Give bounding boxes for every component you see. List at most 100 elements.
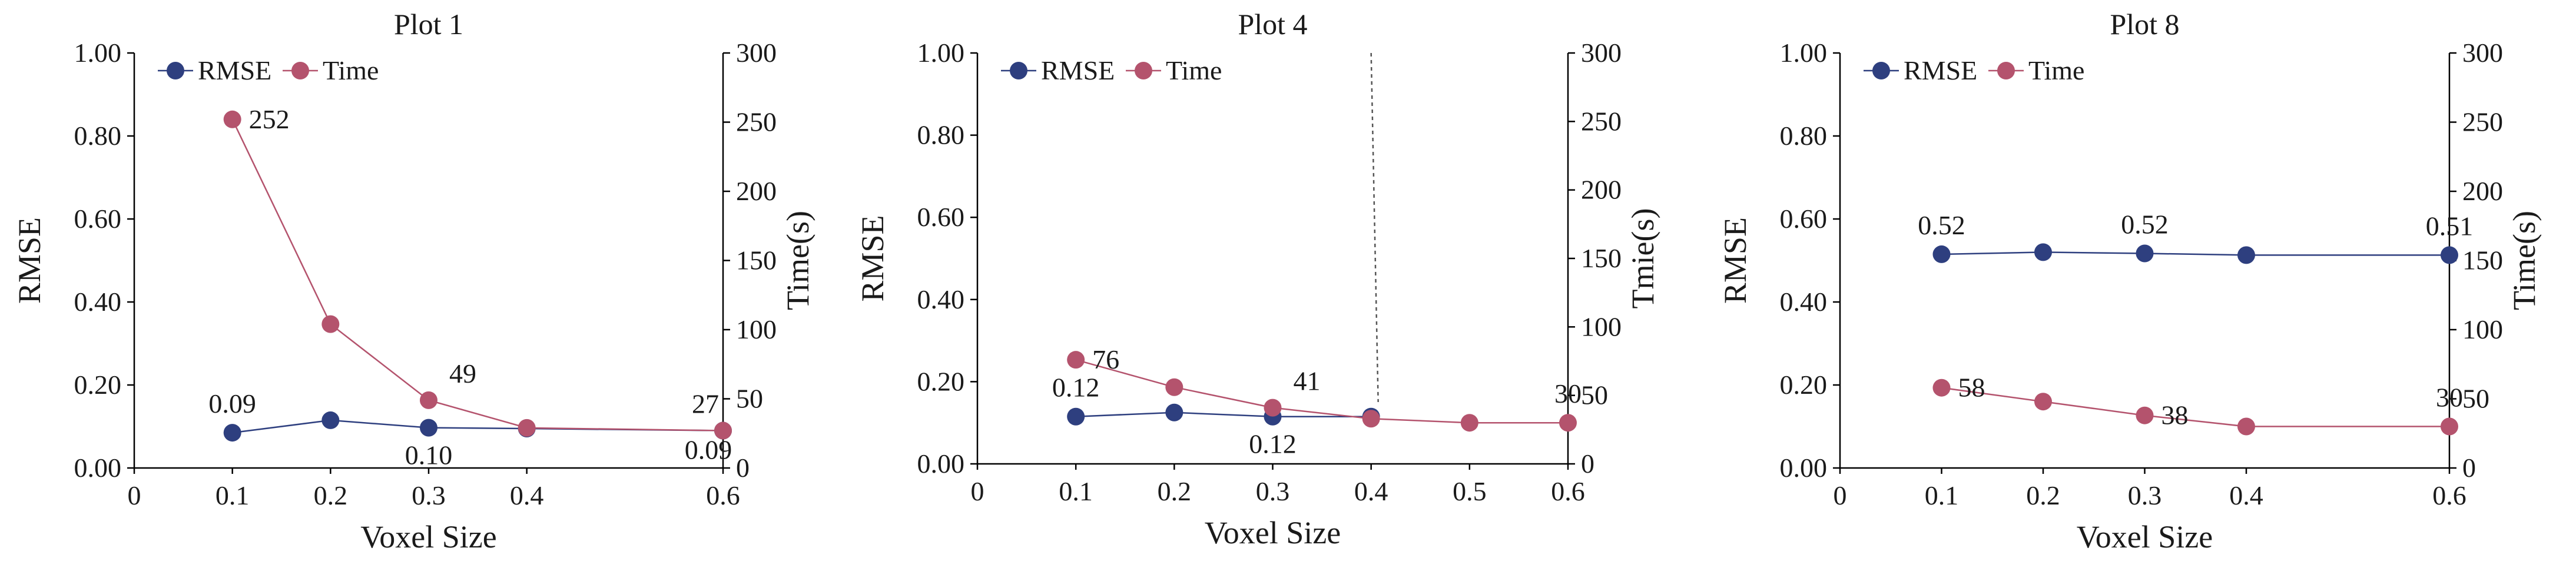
y-tick-label: 0.60 <box>917 202 965 232</box>
data-point-rmse <box>2237 246 2255 264</box>
data-label-time: 30 <box>1554 379 1582 409</box>
data-point-time <box>2441 417 2458 436</box>
y-tick-label: 0.00 <box>1780 453 1828 483</box>
x-tick-label: 0.6 <box>706 480 740 510</box>
chart-title: Plot 4 <box>1238 8 1307 41</box>
series-rmse: 0.52 0.52 0.51 <box>1918 210 2473 264</box>
x-tick-label: 0.1 <box>1059 476 1093 506</box>
data-label-time: 38 <box>2161 400 2189 430</box>
y2-tick-label: 200 <box>1581 175 1622 205</box>
chart-panel-2: Plot 40.000.200.400.600.801.000501001502… <box>855 8 1660 550</box>
chart-title: Plot 1 <box>394 8 463 41</box>
x-tick-label: 0 <box>971 476 984 506</box>
y2-tick-label: 100 <box>2462 314 2503 344</box>
data-point-time <box>2136 406 2154 424</box>
data-label-rmse: 0.12 <box>1249 429 1297 459</box>
data-label-time: 27 <box>692 389 719 419</box>
data-point-rmse <box>2441 246 2458 264</box>
data-label-time: 41 <box>1294 366 1321 396</box>
y2-tick-label: 150 <box>2462 245 2503 275</box>
data-point-rmse <box>1165 403 1183 421</box>
x-tick-label: 0.1 <box>216 480 250 510</box>
y-tick-label: 0.20 <box>917 366 965 396</box>
data-point-time <box>1932 379 1951 397</box>
data-label-time: 252 <box>249 104 290 134</box>
y2-axis-title: Time(s) <box>2507 211 2542 310</box>
y2-tick-label: 250 <box>1581 106 1622 136</box>
legend-marker-time <box>1997 62 2015 79</box>
y2-tick-label: 50 <box>1581 380 1608 410</box>
y-tick-label: 0.40 <box>74 287 122 317</box>
y-axis-title: RMSE <box>12 217 47 304</box>
y2-tick-label: 50 <box>736 384 763 414</box>
y-tick-label: 0.40 <box>917 284 965 314</box>
x-axis-title: Voxel Size <box>2077 519 2213 555</box>
data-label-rmse: 0.52 <box>1918 210 1965 240</box>
y-tick-label: 0.00 <box>74 453 122 483</box>
data-point-rmse <box>1932 245 1951 263</box>
data-label-rmse: 0.10 <box>405 440 453 470</box>
data-point-time <box>1362 410 1380 428</box>
data-label-time: 30 <box>2436 383 2463 413</box>
y-axis-title: RMSE <box>1718 217 1753 304</box>
x-tick-label: 0.4 <box>2229 480 2263 510</box>
legend: RMSE Time <box>158 55 379 85</box>
legend-marker-rmse <box>167 62 184 79</box>
data-point-time <box>1460 414 1478 432</box>
legend-marker-rmse <box>1010 62 1027 79</box>
y-axis-title: RMSE <box>855 215 890 301</box>
data-point-rmse <box>2034 243 2052 261</box>
legend-label-time: Time <box>2028 55 2084 85</box>
legend-label-time: Time <box>323 55 379 85</box>
y-tick-label: 0.40 <box>1780 287 1828 317</box>
x-axis-title: Voxel Size <box>360 519 496 555</box>
x-tick-label: 0.4 <box>1354 476 1388 506</box>
x-tick-label: 0.2 <box>1158 476 1192 506</box>
data-point-time <box>2237 417 2255 436</box>
y-tick-label: 0.20 <box>1780 370 1828 400</box>
data-point-time <box>1067 351 1085 369</box>
x-tick-label: 0.1 <box>1925 480 1959 510</box>
data-point-time <box>321 315 340 333</box>
data-label-time: 76 <box>1092 344 1119 374</box>
data-point-rmse <box>223 424 241 442</box>
y-tick-label: 0.00 <box>917 449 965 479</box>
y2-axis-title: Tmie(s) <box>1625 208 1660 309</box>
x-tick-label: 0.3 <box>2128 480 2162 510</box>
x-tick-label: 0 <box>128 480 141 510</box>
y-tick-label: 1.00 <box>1780 38 1828 68</box>
data-point-time <box>518 419 536 437</box>
x-tick-label: 0.3 <box>412 480 446 510</box>
data-label-rmse: 0.09 <box>685 435 732 465</box>
y2-tick-label: 200 <box>2462 176 2503 206</box>
reference-dashed-line <box>1370 52 1379 403</box>
x-tick-label: 0.4 <box>510 480 544 510</box>
x-tick-label: 0.5 <box>1453 476 1487 506</box>
chart-title: Plot 8 <box>2110 8 2179 41</box>
data-point-rmse <box>2136 244 2154 263</box>
legend-marker-time <box>291 62 309 79</box>
y-tick-label: 0.20 <box>74 370 122 400</box>
data-label-rmse: 0.12 <box>1052 373 1100 403</box>
y-tick-label: 0.80 <box>74 121 122 151</box>
legend-label-rmse: RMSE <box>198 55 271 85</box>
y-tick-label: 0.60 <box>74 204 122 234</box>
y-tick-label: 0.80 <box>917 120 965 150</box>
y-tick-label: 0.80 <box>1780 121 1828 151</box>
y2-tick-label: 300 <box>2462 38 2503 68</box>
y2-tick-label: 0 <box>736 453 750 483</box>
y2-tick-label: 100 <box>1581 311 1622 341</box>
x-tick-label: 0.2 <box>314 480 348 510</box>
x-tick-label: 0.2 <box>2026 480 2060 510</box>
data-label-rmse: 0.52 <box>2121 210 2169 240</box>
data-point-time <box>2034 393 2052 411</box>
y2-tick-label: 100 <box>736 314 777 344</box>
series-time: 252 49 27 <box>223 104 732 440</box>
x-tick-label: 0.6 <box>2432 480 2466 510</box>
y2-tick-label: 200 <box>736 176 777 206</box>
legend-label-rmse: RMSE <box>1041 55 1115 85</box>
chart-panel-1: Plot 10.000.200.400.600.801.000501001502… <box>12 8 815 555</box>
series-line-time <box>1075 358 1568 424</box>
y2-tick-label: 150 <box>736 245 777 275</box>
x-tick-label: 0 <box>1834 480 1847 510</box>
